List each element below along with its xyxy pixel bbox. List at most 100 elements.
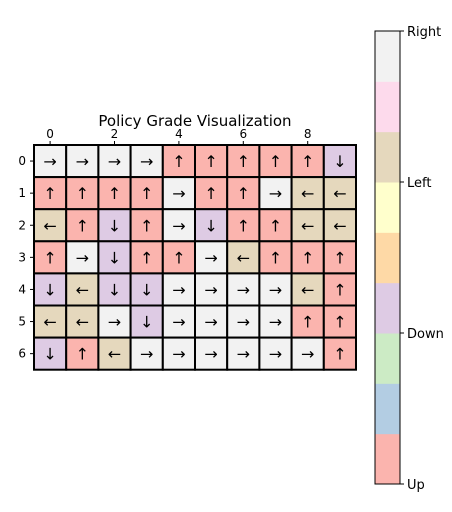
heatmap-cell [194,272,229,307]
cell-arrow: ↑ [333,345,346,364]
y-tick-label: 4 [18,282,26,296]
cell-arrow: → [172,280,185,299]
heatmap-grid: → → → → ↑ ↑ ↑ ↑ ↑ ↓ ↑ ↑ ↑ ↑ → ↑ ↑ → ← ← ← ↑ ↓ ↑ → ↓ ↑ ↑ ← ← ↑ → ↓ ↑ ↑ → ← ↑ ↑ ↑… [33,144,357,371]
cell-arrow: → [108,313,121,332]
cell-arrow: → [237,345,250,364]
cell-arrow: ↑ [140,184,153,203]
cell-arrow: ↑ [140,248,153,267]
heatmap-cell [194,176,229,211]
colorbar-band [375,182,400,233]
cell-arrow: ↑ [301,248,314,267]
cell-arrow: ↑ [301,152,314,171]
cell-arrow: → [204,280,217,299]
heatmap-cell [226,336,261,371]
cell-arrow: → [204,248,217,267]
cell-arrow: ↓ [333,152,346,171]
y-tick-label: 5 [18,315,26,329]
colorbar-band [375,31,400,82]
y-tick-label: 0 [18,154,26,168]
heatmap-cell [65,336,100,371]
cell-arrow: → [269,313,282,332]
cell-arrow: ↓ [108,280,121,299]
y-tick-label: 3 [18,250,26,264]
cell-arrow: ↑ [204,152,217,171]
cell-arrow: → [172,216,185,235]
colorbar-band [375,282,400,334]
x-tick-label: 8 [304,127,312,141]
cell-arrow: ↓ [43,280,56,299]
cell-arrow: ↑ [269,248,282,267]
cell-arrow: ↑ [76,184,89,203]
x-axis: 0 2 4 6 8 [46,127,312,145]
heatmap-cell [290,176,325,211]
cell-arrow: → [301,345,314,364]
cell-arrow: → [108,152,121,171]
cell-arrow: → [76,248,89,267]
heatmap-cell [97,208,132,243]
cell-arrow: ↑ [76,345,89,364]
cell-arrow: ↓ [204,216,217,235]
colorbar-label: Left [407,176,431,191]
cell-arrow: ↑ [108,184,121,203]
heatmap-cell [322,176,357,211]
colorbar-label: Down [407,327,444,342]
y-tick-label: 1 [18,186,26,200]
heatmap-cell [258,272,293,307]
cell-arrow: → [140,152,153,171]
x-tick-label: 6 [239,127,247,141]
heatmap-cell [290,336,325,371]
cell-arrow: ← [43,216,56,235]
cell-arrow: ↑ [43,184,56,203]
cell-arrow: ← [301,216,314,235]
cell-arrow: ↓ [108,216,121,235]
cell-arrow: ↑ [333,313,346,332]
heatmap-cell [129,304,164,339]
y-tick-label: 2 [18,218,26,232]
cell-arrow: ↑ [333,248,346,267]
cell-arrow: ↑ [333,280,346,299]
x-tick-label: 0 [46,127,54,141]
cell-arrow: ↓ [43,345,56,364]
cell-arrow: → [269,280,282,299]
heatmap-cell [33,336,68,371]
cell-arrow: ↓ [108,248,121,267]
x-tick-label: 4 [175,127,183,141]
heatmap-cell [194,336,229,371]
cell-arrow: ← [333,216,346,235]
cell-arrow: → [140,345,153,364]
cell-arrow: → [204,313,217,332]
heatmap-cell [322,272,357,307]
cell-arrow: → [269,184,282,203]
cell-arrow: ↑ [76,216,89,235]
colorbar-band [375,81,400,133]
cell-arrow: ↓ [140,280,153,299]
colorbar-frame [374,30,401,485]
cell-arrow: ↑ [204,184,217,203]
cell-arrow: → [204,345,217,364]
cell-arrow: ↑ [172,152,185,171]
heatmap-cell [194,240,229,275]
cell-arrow: → [269,345,282,364]
cell-arrow: ← [76,313,89,332]
cell-arrow: → [237,280,250,299]
heatmap-cell [322,144,357,179]
y-axis: 0 1 2 3 4 5 6 [18,154,34,361]
cell-arrow: ← [301,184,314,203]
heatmap-cell [258,336,293,371]
colorbar-band [375,232,400,284]
cell-arrow: ← [301,280,314,299]
cell-arrow: ↑ [269,152,282,171]
cell-arrow: → [172,184,185,203]
cell-arrow: → [237,313,250,332]
cell-arrow: → [172,313,185,332]
heatmap-cell [226,208,261,243]
cell-arrow: → [43,152,56,171]
cell-arrow: → [172,345,185,364]
heatmap-cell [290,304,325,339]
heatmap-cell [322,208,357,243]
colorbar-band [375,433,400,485]
cell-arrow: ↑ [172,248,185,267]
x-tick-label: 2 [111,127,119,141]
colorbar-band [375,333,400,384]
